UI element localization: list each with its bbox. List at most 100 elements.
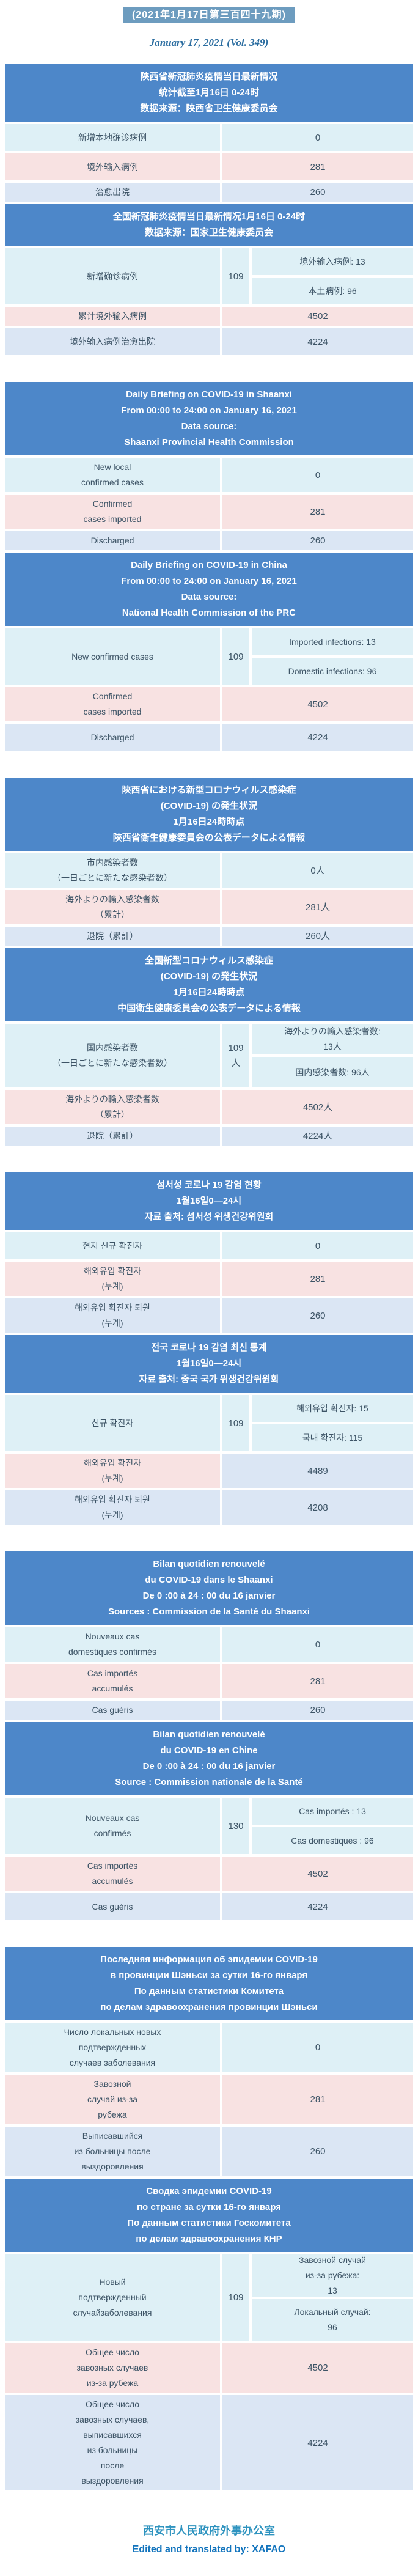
sub-value-bottom: 本土病例: 96 (252, 278, 413, 304)
row-total: 130 (222, 1798, 249, 1854)
row-label: Cas guéris (5, 1701, 220, 1720)
split-data-row: Новый подтвержденный случайзаболевания 10… (5, 2254, 413, 2341)
row-total: 109 (222, 248, 249, 304)
section-header-line: 中国衛生健康委員会の公表データによる情報 (117, 1003, 301, 1014)
row-value: 4489 (222, 1454, 413, 1488)
data-row: New local confirmed cases 0 (5, 458, 413, 492)
sub-values: 境外输入病例: 13 本土病例: 96 (252, 248, 413, 304)
row-label: Выписавшийся из больницы после выздоровл… (5, 2127, 220, 2176)
section-header-line: (COVID-19) の発生状況 (160, 971, 258, 982)
row-value: 4224 (222, 328, 413, 355)
row-total: 109 (222, 628, 249, 685)
row-value: 281 (222, 1262, 413, 1296)
section-header-line: в провинции Шэньси за сутки 16-го января (110, 1970, 308, 1981)
briefing-groups: 陕西省新冠肺炎疫情当日最新情况 统计截至1月16日 0-24时 数据来源：陕西省卫生… (5, 64, 413, 2490)
section-shaanxi-zh: 陕西省新冠肺炎疫情当日最新情况 统计截至1月16日 0-24时 数据来源：陕西省卫生… (5, 64, 413, 202)
language-group-en: Daily Briefing on COVID-19 in Shaanxi Fro… (5, 382, 413, 751)
sub-values: Cas importés : 13 Cas domestiques : 96 (252, 1798, 413, 1854)
section-header-line: du COVID-19 dans le Shaanxi (145, 1575, 273, 1585)
language-group-zh: 陕西省新冠肺炎疫情当日最新情况 统计截至1月16日 0-24时 数据来源：陕西省卫生… (5, 64, 413, 355)
section-shaanxi-fr: Bilan quotidien renouvelé du COVID-19 dan… (5, 1551, 413, 1720)
row-label: 退院（累計） (5, 1127, 220, 1146)
row-label: Cas guéris (5, 1893, 220, 1920)
section-shaanxi-ja: 陝西省における新型コロナウィルス感染症 (COVID-19) の発生状況 1月16日… (5, 778, 413, 946)
split-data-row: New confirmed cases 109 Imported infection… (5, 628, 413, 685)
row-total: 109 (222, 1395, 249, 1451)
split-data-row: 신규 확진자 109 해외유입 확진자: 15 국내 확진자: 115 (5, 1395, 413, 1451)
section-shaanxi-ko: 섬서성 코로나 19 감염 현황 1월16일0—24시 자료 출처: 섬서성 위생건… (5, 1172, 413, 1333)
row-label: 退院（累計） (5, 927, 220, 946)
data-row: Discharged 4224 (5, 724, 413, 751)
section-china-ko: 전국 코로나 19 감염 최신 통계 1월16일0—24시 자료 출처: 중국 국가… (5, 1335, 413, 1525)
row-label: 현지 신규 확진자 (5, 1232, 220, 1259)
data-row: Nouveaux cas domestiques confirmés 0 (5, 1627, 413, 1662)
row-label: 해외유입 확진자 퇴원 (누계) (5, 1298, 220, 1333)
date-line: January 17, 2021 (Vol. 349) (143, 37, 275, 54)
data-row: Cas guéris 4224 (5, 1893, 413, 1920)
sub-value-bottom: 국내 확진자: 115 (252, 1424, 413, 1451)
row-value: 260 (222, 1701, 413, 1720)
section-header-line: 数据来源：国家卫生健康委员会 (144, 227, 273, 238)
row-value: 0 (222, 458, 413, 492)
row-label: Новый подтвержденный случайзаболевания (5, 2254, 220, 2341)
section-header: Daily Briefing on COVID-19 in Shaanxi Fro… (5, 382, 413, 455)
row-label: 境外输入病例治愈出院 (5, 328, 220, 355)
row-label: Nouveaux cas domestiques confirmés (5, 1627, 220, 1662)
row-value: 281 (222, 153, 413, 180)
section-header: 섬서성 코로나 19 감염 현황 1월16일0—24시 자료 출처: 섬서성 위생건… (5, 1172, 413, 1230)
row-value: 4502 (222, 1857, 413, 1891)
row-label: 国内感染者数 （一日ごとに新たな感染者数） (5, 1024, 220, 1087)
section-header: 全国新型コロナウィルス感染症 (COVID-19) の発生状況 1月16日24時時点… (5, 948, 413, 1021)
language-group-ru: Последняя информация об эпидемии COVID-1… (5, 1947, 413, 2490)
data-row: Discharged 260 (5, 531, 413, 550)
section-header-line: 섬서성 코로나 19 감염 현황 (156, 1180, 262, 1190)
data-row: 治愈出院 260 (5, 183, 413, 202)
data-row: 累计境外输入病例 4502 (5, 307, 413, 326)
section-china-ru: Сводка эпидемии COVID-19 по стране за сут… (5, 2179, 413, 2490)
sub-values: Imported infections: 13 Domestic infectio… (252, 628, 413, 685)
section-header-line: Daily Briefing on COVID-19 in China (131, 560, 287, 570)
section-header-line: De 0 :00 à 24 : 00 du 16 janvier (142, 1761, 276, 1772)
row-label: Cas importés accumulés (5, 1857, 220, 1891)
section-header-line: Bilan quotidien renouvelé (153, 1559, 265, 1569)
sub-value-bottom: Локальный случай: 96 (252, 2298, 413, 2341)
row-value: 260 (222, 183, 413, 202)
section-header-line: De 0 :00 à 24 : 00 du 16 janvier (142, 1591, 276, 1601)
row-value: 260 (222, 2127, 413, 2176)
data-row: Cas guéris 260 (5, 1701, 413, 1720)
sub-value-top: 海外よりの輸入感染者数: 13人 (252, 1024, 413, 1054)
section-header-line: Data source: (181, 421, 237, 432)
data-row: 市内感染者数 （一日ごとに新たな感染者数） 0人 (5, 853, 413, 888)
row-total: 109 (222, 2254, 249, 2341)
data-row: Завозной случай из-за рубежа 281 (5, 2075, 413, 2124)
data-row: 海外よりの輸入感染者数 （累計） 4502人 (5, 1090, 413, 1124)
section-header: 陕西省新冠肺炎疫情当日最新情况 统计截至1月16日 0-24时 数据来源：陕西省卫生… (5, 64, 413, 122)
row-label: Confirmed cases imported (5, 495, 220, 529)
sub-value-bottom: 国内感染者数: 96人 (252, 1057, 413, 1087)
language-group-ko: 섬서성 코로나 19 감염 현황 1월16일0—24시 자료 출처: 섬서성 위생건… (5, 1172, 413, 1525)
section-header-line: 1月16日24時時点 (173, 817, 245, 827)
section-header-line: по стране за сутки 16-го января (137, 2202, 281, 2212)
section-header-line: Daily Briefing on COVID-19 in Shaanxi (126, 389, 292, 400)
section-header-line: 全国新型コロナウィルス感染症 (144, 955, 273, 966)
issue-title-bar: (2021年1月17日第三百四十九期) (123, 7, 295, 23)
data-row: Общее число завозных случаев, выписавших… (5, 2395, 413, 2490)
row-label: New local confirmed cases (5, 458, 220, 492)
section-header-line: 陝西省における新型コロナウィルス感染症 (122, 785, 296, 795)
section-header: Последняя информация об эпидемии COVID-1… (5, 1947, 413, 2020)
section-china-ja: 全国新型コロナウィルス感染症 (COVID-19) の発生状況 1月16日24時時点… (5, 948, 413, 1146)
section-header-line: Последняя информация об эпидемии COVID-1… (100, 1954, 318, 1965)
issue-bar-wrap: (2021年1月17日第三百四十九期) (5, 7, 413, 23)
split-data-row: 新增确诊病例 109 境外输入病例: 13 本土病例: 96 (5, 248, 413, 304)
row-label: 累计境外输入病例 (5, 307, 220, 326)
data-row: Cas importés accumulés 4502 (5, 1857, 413, 1891)
split-data-row: 国内感染者数 （一日ごとに新たな感染者数） 109人 海外よりの輸入感染者数: 13… (5, 1024, 413, 1087)
data-row: 新增本地确诊病例 0 (5, 124, 413, 151)
section-header: 全国新冠肺炎疫情当日最新情况1月16日 0-24时 数据来源：国家卫生健康委员会 (5, 204, 413, 246)
section-header-line: du COVID-19 en Chine (160, 1745, 258, 1756)
section-header-line: 자료 출처: 중국 국가 위생건강위원회 (139, 1374, 279, 1385)
sub-values: 海外よりの輸入感染者数: 13人 国内感染者数: 96人 (252, 1024, 413, 1087)
row-label: Discharged (5, 531, 220, 550)
section-header: Сводка эпидемии COVID-19 по стране за сут… (5, 2179, 413, 2252)
